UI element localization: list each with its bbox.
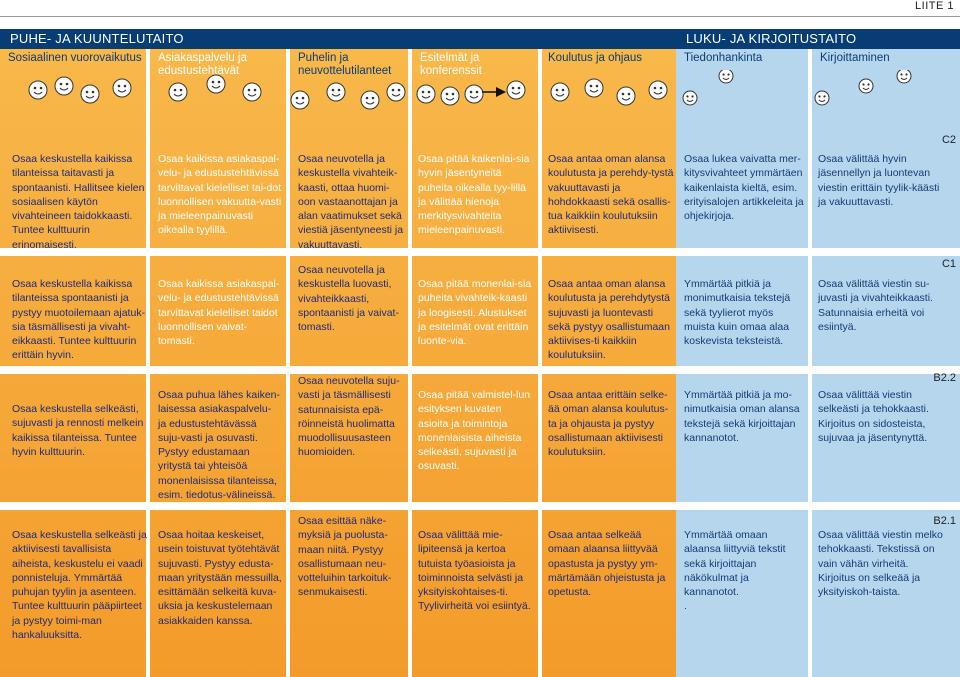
column-bg-7 xyxy=(812,49,960,677)
column-header-training: Koulutus ja ohjaus xyxy=(548,52,642,64)
cell-b21-customer-service: Osaa hoitaa keskeiset, usein toistuvat t… xyxy=(158,529,282,627)
cell-b21-training: Osaa antaa selkeää omaan alaansa liittyv… xyxy=(548,529,666,599)
cell-c2-social: Osaa keskustella kaikissa tilanteissa ta… xyxy=(12,153,145,251)
appendix-label: LIITE 1 xyxy=(915,0,954,12)
level-label-b21: B2.1 xyxy=(933,515,956,527)
cell-b21-social: Osaa keskustella selkeästi ja aktiivises… xyxy=(12,529,147,642)
column-header-presentations: Esitelmät ja konferenssit xyxy=(420,52,483,77)
column-bg-4 xyxy=(412,49,538,677)
cell-b22-social: Osaa keskustella selkeästi, sujuvasti ja… xyxy=(12,403,144,458)
section-band-speaking: PUHE- JA KUUNTELUTAITO xyxy=(0,29,676,49)
cell-b21-negotiation: Osaa esittää näke-myksiä ja puolusta-maa… xyxy=(298,515,392,599)
column-bg-2 xyxy=(150,49,286,677)
cell-c1-writing: Osaa välittää viestin su-juvasti ja viva… xyxy=(818,278,933,333)
cell-b22-presentations: Osaa pitää valmistel-lun esityksen kuvat… xyxy=(418,389,531,473)
row-separator-2 xyxy=(0,366,960,374)
cell-b21-information: Ymmärtää omaan alaansa liittyviä tekstit… xyxy=(684,529,786,613)
column-header-writing: Kirjoittaminen xyxy=(820,52,890,64)
level-label-c1: C1 xyxy=(941,258,956,270)
row-separator-3 xyxy=(0,502,960,510)
cell-c1-information: Ymmärtää pitkiä ja monimutkaisia tekstej… xyxy=(684,278,791,348)
cell-c1-training: Osaa antaa oman alansa koulutusta ja per… xyxy=(548,278,670,362)
cell-b21-writing: Osaa välittää viestin melko tehokkaasti.… xyxy=(818,529,943,599)
column-header-customer-service: Asiakaspalvelu ja edustustehtävät xyxy=(158,52,247,77)
cell-c2-customer-service: Osaa kaikissa asiakaspal-velu- ja edustu… xyxy=(158,153,282,237)
smiley-faces-illustration xyxy=(28,70,912,110)
cell-b22-customer-service: Osaa puhua lähes kaiken-laisessa asiakas… xyxy=(158,389,280,502)
cell-c2-writing: Osaa välittää hyvin jäsennellyn ja luont… xyxy=(818,153,940,208)
column-header-information-retrieval: Tiedonhankinta xyxy=(684,52,763,64)
cell-b22-negotiation: Osaa neuvotella suju-vasti ja täsmällise… xyxy=(298,375,400,459)
section-band-reading-writing: LUKU- JA KIRJOITUSTAITO xyxy=(676,29,960,49)
level-label-b22: B2.2 xyxy=(933,372,956,384)
cell-c2-information: Osaa lukea vaivatta mer-kitysvivahteet y… xyxy=(684,153,804,223)
cell-c1-customer-service: Osaa kaikissa asiakaspal-velu- ja edustu… xyxy=(158,278,280,348)
cell-b21-presentations: Osaa välittää mie-lipiteensä ja kertoa t… xyxy=(418,529,531,613)
cell-c1-social: Osaa keskustella kaikissa tilanteissa sp… xyxy=(12,278,146,362)
column-bg-6 xyxy=(676,49,808,677)
section-title-reading-writing: LUKU- JA KIRJOITUSTAITO xyxy=(686,31,857,46)
column-bg-1 xyxy=(0,49,146,677)
cell-b22-writing: Osaa välittää viestin selkeästi ja tehok… xyxy=(818,389,929,444)
cell-c1-negotiation: Osaa neuvotella ja keskustella luovasti,… xyxy=(298,264,399,334)
cell-c1-presentations: Osaa pitää monenlai-sia puheita vivahtei… xyxy=(418,278,532,348)
column-header-phone-negotiation: Puhelin ja neuvottelutilanteet xyxy=(298,52,392,77)
section-title-speaking: PUHE- JA KUUNTELUTAITO xyxy=(10,31,184,46)
cell-c2-presentations: Osaa pitää kaikenlai-sia hyvin jäsentyne… xyxy=(418,153,530,237)
column-bg-3 xyxy=(290,49,408,677)
row-separator-1 xyxy=(0,248,960,256)
top-rule xyxy=(0,16,960,17)
column-header-social-interaction: Sosiaalinen vuorovaikutus xyxy=(8,52,142,64)
cell-b22-training: Osaa antaa erittäin selke-ää oman alansa… xyxy=(548,389,669,459)
level-label-c2: C2 xyxy=(941,134,956,146)
cell-c2-training: Osaa antaa oman alansa koulutusta ja per… xyxy=(548,153,674,237)
cell-b22-information: Ymmärtää pitkiä ja mo-nimutkaisia oman a… xyxy=(684,389,800,444)
cell-c2-negotiation: Osaa neuvotella ja keskustella vivahteik… xyxy=(298,153,404,251)
column-bg-5 xyxy=(542,49,676,677)
